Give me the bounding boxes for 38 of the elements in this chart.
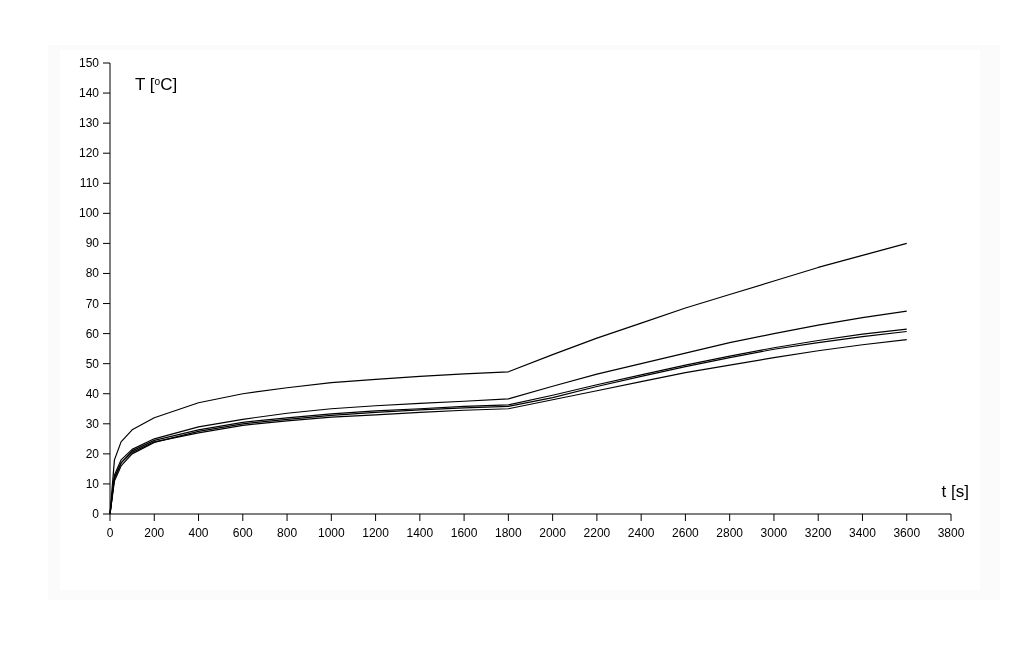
y-tick-label: 30 xyxy=(85,416,100,431)
x-tick-label: 3800 xyxy=(937,526,965,540)
y-tick-label: 10 xyxy=(85,476,100,491)
y-tick-label: 90 xyxy=(85,236,100,251)
y-tick-label: 110 xyxy=(79,176,100,191)
x-tick-label: 2400 xyxy=(627,526,655,540)
x-tick-label: 2800 xyxy=(716,526,744,540)
y-tick-label: 140 xyxy=(78,86,100,101)
y-tick-label: 100 xyxy=(78,206,100,221)
y-tick-label: 120 xyxy=(78,146,100,161)
x-tick-label: 1400 xyxy=(406,526,434,540)
x-tick-label: 800 xyxy=(277,526,298,540)
y-axis-title: T [$^{o}$C] xyxy=(135,75,178,94)
x-tick-label: 2600 xyxy=(672,526,700,540)
x-tick-label: 3400 xyxy=(849,526,877,540)
y-tick-label: 50 xyxy=(85,356,100,371)
y-tick-label: 0 xyxy=(92,507,100,521)
x-tick-label: 1800 xyxy=(495,526,523,540)
x-tick-label: 0 xyxy=(106,526,114,540)
x-tick-label: 3000 xyxy=(760,526,788,540)
y-tick-label: 60 xyxy=(85,326,100,341)
x-tick-label: 1600 xyxy=(450,526,478,540)
x-tick-label: 3200 xyxy=(804,526,832,540)
y-tick-label: 80 xyxy=(85,266,100,281)
x-tick-label: 600 xyxy=(232,526,254,540)
x-tick-label: 2200 xyxy=(583,526,611,540)
x-tick-label: 400 xyxy=(188,526,209,540)
x-tick-label: 3600 xyxy=(893,526,921,540)
x-tick-label: 1000 xyxy=(317,526,345,540)
x-tick-label: 2000 xyxy=(539,526,567,540)
y-tick-label: 20 xyxy=(85,446,100,461)
y-tick-label: 150 xyxy=(78,56,100,70)
y-tick-label: 40 xyxy=(85,386,100,401)
x-axis-title: t [s] xyxy=(941,482,969,501)
y-tick-label: 130 xyxy=(78,116,100,131)
x-tick-label: 200 xyxy=(144,526,165,540)
x-tick-label: 1200 xyxy=(362,526,390,540)
y-tick-label: 70 xyxy=(85,296,100,311)
